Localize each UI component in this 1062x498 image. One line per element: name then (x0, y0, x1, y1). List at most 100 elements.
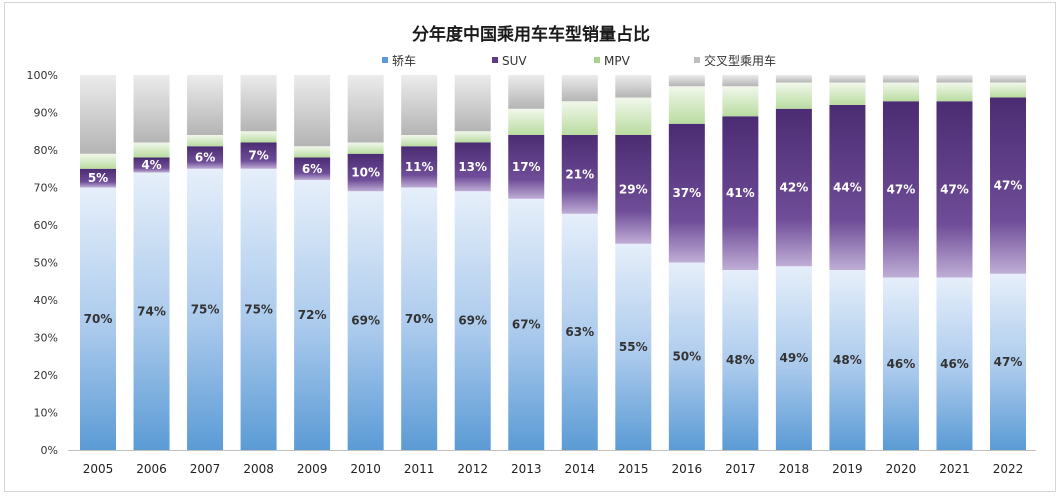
data-label: 75% (244, 302, 273, 316)
bar-segment-sedan (990, 273, 1027, 450)
bar-segment-suv (882, 101, 919, 278)
bar-segment-suv (454, 142, 491, 192)
data-label: 49% (780, 351, 809, 365)
legend-label-suv: SUV (502, 54, 527, 68)
x-tick-label: 2005 (83, 462, 114, 476)
x-tick-label: 2011 (404, 462, 435, 476)
data-label: 50% (672, 349, 701, 363)
y-tick-label: 20% (34, 369, 58, 382)
data-label: 42% (780, 181, 809, 195)
chart-title: 分年度中国乘用车车型销量占比 (412, 24, 650, 45)
y-tick-label: 60% (34, 219, 58, 232)
x-tick-label: 2013 (511, 462, 542, 476)
bar-segment-suv (508, 135, 545, 199)
data-label: 5% (88, 171, 108, 185)
x-axis: 2005 2006 2007 2008 2009 2010 2011 2012 2013 2014… (68, 450, 1036, 476)
data-label: 47% (887, 182, 916, 196)
legend-label-cross: 交叉型乘用车 (704, 53, 776, 68)
bar-segment-mpv (561, 101, 598, 135)
bar-segment-suv (775, 108, 812, 267)
y-tick-label: 40% (34, 294, 58, 307)
bar-segment-mpv (347, 142, 384, 154)
bar-segment-cross (187, 75, 224, 135)
bar-segment-mpv (615, 97, 652, 135)
bar-segment-mpv (668, 86, 705, 124)
data-label: 44% (833, 181, 862, 195)
bar-segment-sedan (615, 243, 652, 450)
bar-segment-cross (936, 75, 973, 83)
x-tick-label: 2009 (297, 462, 328, 476)
bar-segment-cross (347, 75, 384, 143)
data-label: 63% (565, 325, 594, 339)
y-tick-label: 10% (34, 407, 58, 420)
legend-swatch-cross (694, 57, 700, 63)
bar-segment-suv (936, 101, 973, 278)
bar-segment-sedan (454, 191, 491, 450)
data-label: 13% (458, 160, 487, 174)
bar-segment-mpv (775, 82, 812, 109)
bar-segment-sedan (722, 270, 759, 450)
legend: 轿车 SUV MPV 交叉型乘用车 (382, 53, 776, 68)
y-tick-label: 90% (34, 107, 58, 120)
bar-segment-suv (80, 168, 116, 188)
bar-segment-suv (990, 97, 1027, 274)
x-tick-label: 2016 (672, 462, 703, 476)
bar-segment-sedan (80, 187, 116, 450)
bar-segment-cross (401, 75, 438, 135)
x-tick-label: 2008 (243, 462, 274, 476)
bar-segment-suv (722, 116, 759, 270)
bars: 70% 5% 74% 4% 75% 6% 75% 7% 72% 6% 69% 10% 70% 11% 69%… (80, 75, 1027, 450)
bar-segment-sedan (882, 277, 919, 450)
x-tick-label: 2006 (136, 462, 167, 476)
bar-segment-sedan (508, 198, 545, 450)
data-label: 37% (672, 186, 701, 200)
bar-segment-mpv (722, 86, 759, 117)
data-label: 47% (994, 355, 1023, 369)
bar-segment-cross (294, 75, 331, 147)
y-tick-label: 50% (34, 257, 58, 270)
bar-segment-suv (401, 146, 438, 188)
bar-segment-sedan (668, 262, 705, 450)
bar-segment-cross (668, 75, 705, 87)
bar-segment-sedan (294, 180, 331, 450)
legend-swatch-suv (492, 57, 498, 63)
bar-segment-suv (347, 153, 384, 192)
bar-segment-suv (240, 142, 277, 169)
data-label: 46% (940, 357, 969, 371)
legend-label-mpv: MPV (604, 54, 631, 68)
x-tick-label: 2007 (190, 462, 221, 476)
bar-segment-mpv (133, 142, 170, 158)
bar-segment-mpv (829, 82, 866, 105)
bar-segment-cross (508, 75, 545, 109)
data-label: 70% (84, 312, 113, 326)
y-tick-label: 70% (34, 182, 58, 195)
data-label: 55% (619, 340, 648, 354)
bar-segment-sedan (829, 270, 866, 450)
data-label: 74% (137, 304, 166, 318)
data-label: 21% (565, 167, 594, 181)
bar-segment-mpv (508, 108, 545, 135)
data-label: 47% (994, 179, 1023, 193)
x-tick-label: 2012 (457, 462, 488, 476)
legend-label-sedan: 轿车 (392, 53, 416, 68)
bar-segment-suv (561, 135, 598, 214)
data-label: 6% (302, 162, 322, 176)
data-label: 10% (351, 166, 380, 180)
x-tick-label: 2010 (350, 462, 381, 476)
bar-segment-cross (615, 75, 652, 98)
data-label: 48% (833, 353, 862, 367)
bar-segment-sedan (561, 213, 598, 450)
bar-segment-mpv (187, 135, 224, 147)
y-axis: 0% 10% 20% 30% 40% 50% 60% 70% 80% 90% 100% (27, 69, 58, 457)
bar-segment-cross (561, 75, 598, 102)
bar-segment-mpv (936, 82, 973, 102)
bar-segment-mpv (80, 153, 116, 169)
data-label: 29% (619, 182, 648, 196)
bar-segment-cross (990, 75, 1027, 83)
bar-segment-mpv (294, 146, 331, 158)
bar-segment-suv (829, 105, 866, 270)
bar-segment-cross (722, 75, 759, 87)
bar-segment-sedan (347, 191, 384, 450)
data-label: 46% (887, 357, 916, 371)
